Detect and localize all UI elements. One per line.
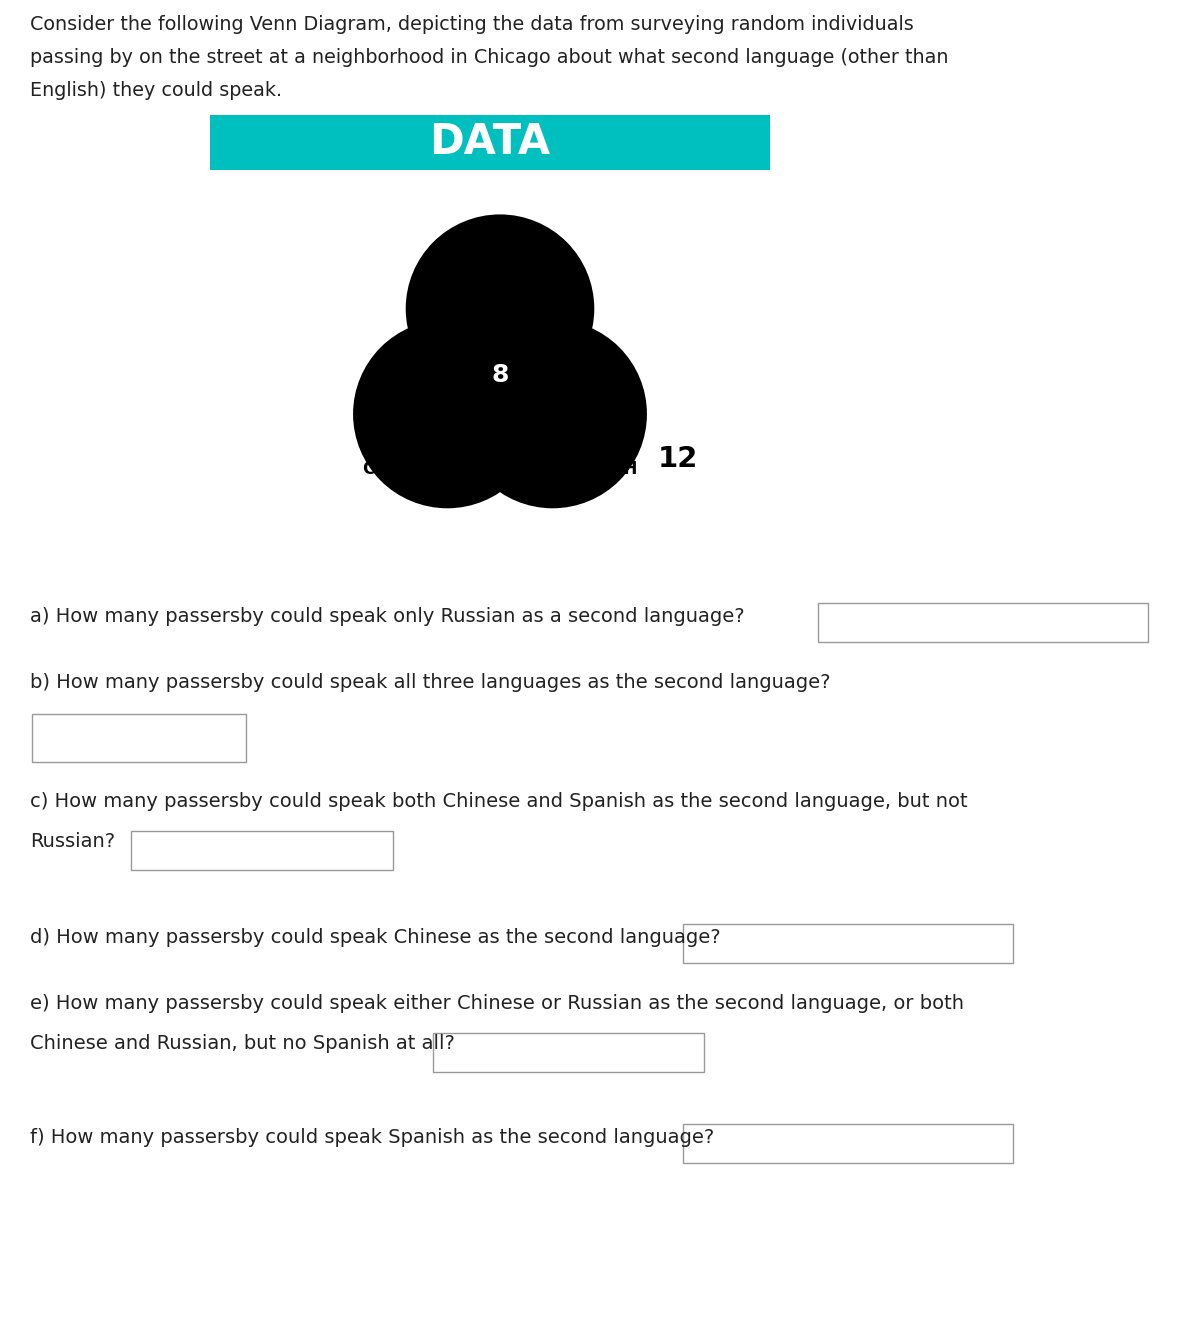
Bar bbox=[684, 924, 1013, 963]
Text: f) How many passersby could speak Spanish as the second language?: f) How many passersby could speak Spanis… bbox=[30, 1128, 714, 1147]
Text: c) How many passersby could speak both Chinese and Spanish as the second languag: c) How many passersby could speak both C… bbox=[30, 792, 967, 812]
Text: 9: 9 bbox=[546, 386, 566, 414]
Text: Consider the following Venn Diagram, depicting the data from surveying random in: Consider the following Venn Diagram, dep… bbox=[30, 15, 913, 34]
Bar bbox=[131, 831, 392, 870]
Text: 7: 7 bbox=[490, 434, 510, 461]
Text: 8: 8 bbox=[491, 363, 509, 387]
Circle shape bbox=[461, 322, 644, 505]
Bar bbox=[818, 603, 1148, 642]
Text: SPEAKS
RUSSIAN: SPEAKS RUSSIAN bbox=[458, 236, 541, 276]
Text: 6: 6 bbox=[433, 386, 454, 414]
Text: e) How many passersby could speak either Chinese or Russian as the second langua: e) How many passersby could speak either… bbox=[30, 994, 964, 1013]
Text: English) they could speak.: English) they could speak. bbox=[30, 81, 282, 99]
Text: b) How many passersby could speak all three languages as the second language?: b) How many passersby could speak all th… bbox=[30, 674, 830, 692]
Text: passing by on the street at a neighborhood in Chicago about what second language: passing by on the street at a neighborho… bbox=[30, 48, 948, 68]
Text: d) How many passersby could speak Chinese as the second language?: d) How many passersby could speak Chines… bbox=[30, 928, 721, 947]
Circle shape bbox=[408, 217, 592, 400]
Text: 12: 12 bbox=[658, 444, 697, 473]
Polygon shape bbox=[355, 217, 644, 505]
Text: a) How many passersby could speak only Russian as a second language?: a) How many passersby could speak only R… bbox=[30, 607, 745, 626]
Bar bbox=[32, 713, 246, 762]
Text: 29: 29 bbox=[512, 326, 553, 354]
Text: DATA: DATA bbox=[430, 122, 551, 163]
Text: 30: 30 bbox=[480, 286, 521, 314]
Text: 18: 18 bbox=[446, 326, 487, 354]
Bar bbox=[684, 1124, 1013, 1163]
Circle shape bbox=[355, 322, 539, 505]
Text: SPEAKS
SPANISH: SPEAKS SPANISH bbox=[557, 439, 638, 479]
Text: SPEAKS
CHINESE: SPEAKS CHINESE bbox=[362, 439, 443, 479]
Text: Chinese and Russian, but no Spanish at all?: Chinese and Russian, but no Spanish at a… bbox=[30, 1034, 455, 1053]
Text: Russian?: Russian? bbox=[30, 831, 115, 851]
Bar bbox=[433, 1033, 704, 1071]
